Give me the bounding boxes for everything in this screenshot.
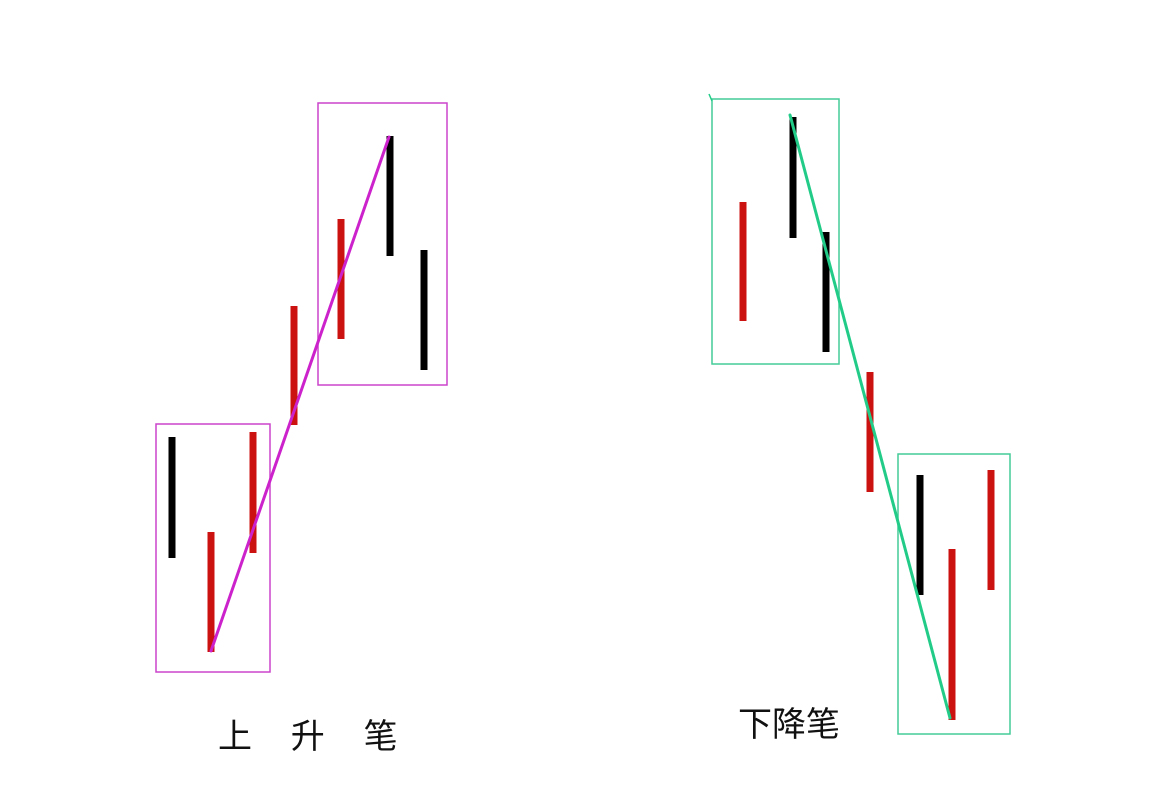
- down-fractal-box-2: [897, 453, 1011, 735]
- up-stroke-caption: 上 升 笔: [218, 717, 412, 757]
- down-stroke-caption: 下降笔: [738, 705, 840, 745]
- up-fractal-box-2: [317, 102, 448, 386]
- down-fractal-box-1: [711, 98, 840, 365]
- up-stroke-line: [209, 135, 391, 653]
- up-stroke-diagram: [155, 102, 448, 673]
- down-stroke-line: [788, 113, 952, 720]
- down-stroke-start-tick: [708, 93, 713, 102]
- down-stroke-diagram: [708, 93, 1011, 735]
- up-fractal-box-1: [155, 423, 271, 673]
